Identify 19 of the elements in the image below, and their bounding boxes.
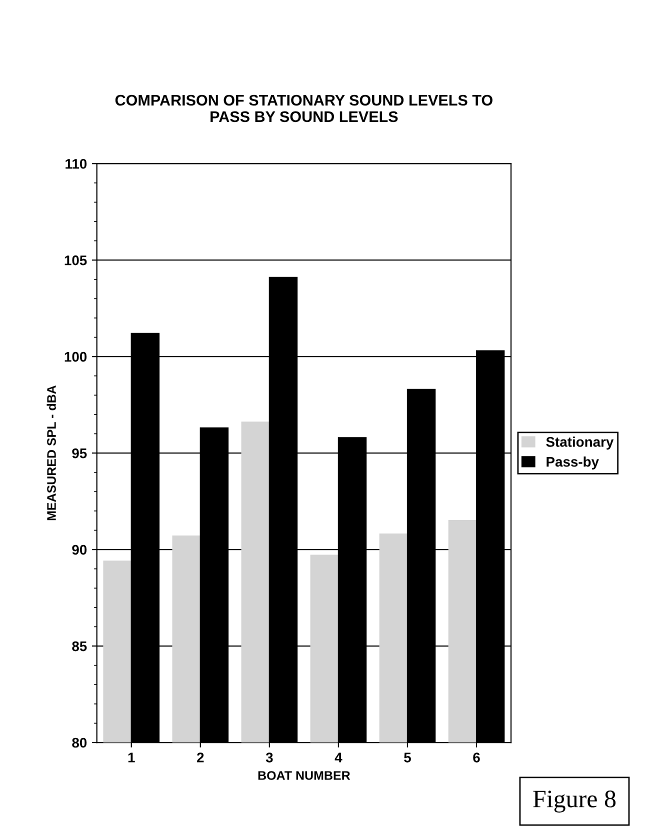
x-tick-label: 2: [197, 752, 204, 762]
y-tick-label: 110: [66, 158, 87, 169]
y-tick-label: 95: [72, 448, 87, 458]
x-axis-title: BOAT NUMBER: [258, 771, 350, 780]
y-axis-title: MEASURED SPL - dBA: [46, 385, 56, 520]
y-tick-label: 100: [64, 352, 87, 362]
x-tick-label: 5: [404, 752, 411, 762]
y-tick-label: 80: [72, 738, 87, 748]
y-tick-label: 105: [64, 255, 87, 266]
x-tick-label: 6: [473, 752, 480, 762]
chart-title: COMPARISON OF STATIONARY SOUND LEVELS TO PASS BY SOUND LEVELS: [115, 94, 492, 122]
x-tick-label: 3: [266, 752, 273, 762]
caption: Figure 8: [533, 790, 616, 813]
legend-label: Pass-by: [546, 456, 599, 470]
y-tick-label: 85: [72, 641, 87, 652]
y-tick-label: 90: [72, 544, 87, 555]
legend-label: Stationary: [546, 436, 614, 450]
x-tick-label: 1: [128, 752, 135, 762]
x-tick-label: 4: [334, 752, 342, 762]
